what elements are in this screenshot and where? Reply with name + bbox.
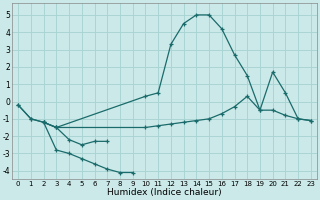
- X-axis label: Humidex (Indice chaleur): Humidex (Indice chaleur): [107, 188, 222, 197]
